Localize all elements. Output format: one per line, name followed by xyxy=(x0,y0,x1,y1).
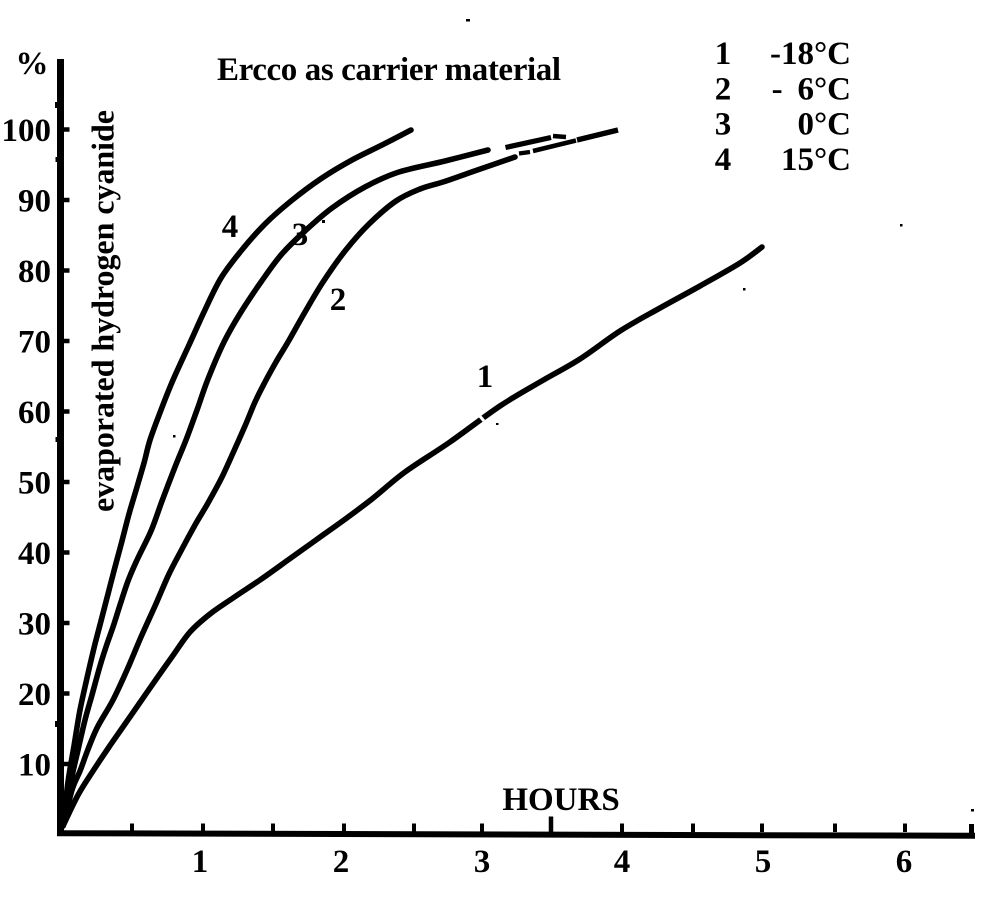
svg-text:Ercco as carrier material: Ercco as carrier material xyxy=(217,52,561,88)
svg-text:%: % xyxy=(16,46,49,82)
svg-text:20: 20 xyxy=(18,677,51,713)
svg-text:3: 3 xyxy=(715,107,732,143)
svg-text:50: 50 xyxy=(18,466,51,502)
svg-text:2: 2 xyxy=(715,71,732,107)
svg-text:-18°C: -18°C xyxy=(770,36,851,72)
svg-text:80: 80 xyxy=(18,254,51,290)
svg-text:5: 5 xyxy=(755,844,772,880)
svg-text:0°C: 0°C xyxy=(797,107,851,143)
svg-text:70: 70 xyxy=(18,325,51,361)
svg-text:60: 60 xyxy=(18,395,51,431)
svg-text:3: 3 xyxy=(292,217,309,253)
svg-text:- 6°C: - 6°C xyxy=(772,71,851,107)
svg-text:4: 4 xyxy=(715,142,732,178)
svg-text:1: 1 xyxy=(477,359,494,395)
svg-text:15°C: 15°C xyxy=(781,142,851,178)
svg-text:HOURS: HOURS xyxy=(502,782,619,818)
svg-text:1: 1 xyxy=(715,36,732,72)
svg-text:evaporated hydrogen cyanide: evaporated hydrogen cyanide xyxy=(85,110,121,512)
svg-text:4: 4 xyxy=(614,844,631,880)
svg-text:90: 90 xyxy=(18,184,51,220)
svg-text:4: 4 xyxy=(222,209,239,245)
svg-text:3: 3 xyxy=(474,844,491,880)
svg-text:10: 10 xyxy=(18,748,51,784)
svg-text:40: 40 xyxy=(18,536,51,572)
svg-text:6: 6 xyxy=(896,844,913,880)
svg-text:2: 2 xyxy=(330,282,347,318)
svg-text:100: 100 xyxy=(2,113,52,149)
svg-text:2: 2 xyxy=(333,844,350,880)
svg-text:30: 30 xyxy=(18,607,51,643)
svg-text:1: 1 xyxy=(192,844,209,880)
